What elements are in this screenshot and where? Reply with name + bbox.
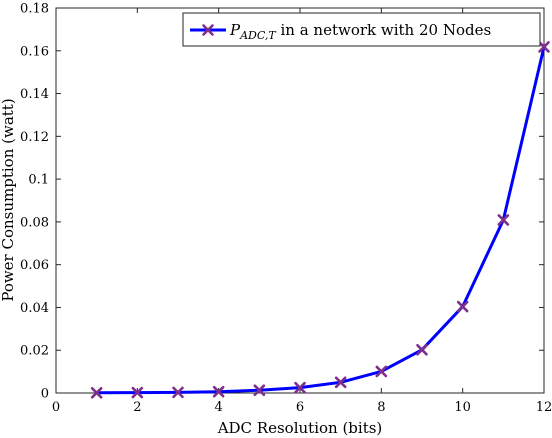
series-layer (90, 41, 550, 399)
data-point (294, 381, 306, 394)
x-tick-label: 4 (215, 400, 223, 415)
data-point (334, 376, 347, 389)
y-tick-label: 0.06 (20, 258, 49, 273)
data-point (131, 386, 144, 399)
x-tick-label: 10 (454, 400, 471, 415)
x-tick-label: 12 (536, 400, 552, 415)
legend-label-subscript: ADC,T (239, 29, 277, 42)
legend-label-main: P (229, 21, 241, 39)
data-point (456, 300, 469, 313)
data-point (172, 386, 184, 399)
y-axis-title: Power Consumption (watt) (0, 98, 17, 301)
legend-marker (202, 24, 214, 36)
data-point (497, 214, 510, 226)
y-tick-label: 0 (41, 387, 49, 402)
data-point (375, 365, 388, 378)
y-tick-label: 0.08 (20, 215, 49, 230)
data-point (202, 24, 214, 36)
y-tick-label: 0.04 (20, 301, 49, 316)
plot-area (55, 7, 545, 394)
y-tick-label: 0.18 (20, 2, 49, 17)
y-tick-label: 0.1 (28, 173, 49, 188)
series-line (96, 46, 546, 395)
tick-labels: 0 2 4 6 8 10 12 0 0.02 0.04 0.06 0.08 0.1 0.12 0.14 0.1… (20, 2, 552, 416)
data-point (538, 41, 550, 53)
x-tick-label: 2 (133, 400, 141, 415)
legend-box (182, 12, 541, 47)
x-axis-title: ADC Resolution (bits) (217, 419, 383, 437)
legend-label: PADC,T in a network with 20 Nodes (229, 21, 491, 42)
x-tick-label: 8 (377, 400, 385, 415)
axis-ticks (55, 7, 545, 394)
legend-label-rest: in a network with 20 Nodes (276, 21, 491, 39)
data-point (212, 385, 225, 398)
x-tick-label: 0 (52, 400, 60, 415)
y-tick-label: 0.14 (20, 87, 49, 102)
legend: PADC,T in a network with 20 Nodes (182, 12, 541, 47)
y-tick-label: 0.16 (20, 44, 49, 59)
data-point (416, 343, 428, 356)
data-point (90, 386, 103, 399)
data-point (253, 384, 266, 397)
y-tick-label: 0.12 (20, 130, 49, 145)
x-tick-label: 6 (296, 400, 304, 415)
y-tick-label: 0.02 (20, 344, 49, 359)
